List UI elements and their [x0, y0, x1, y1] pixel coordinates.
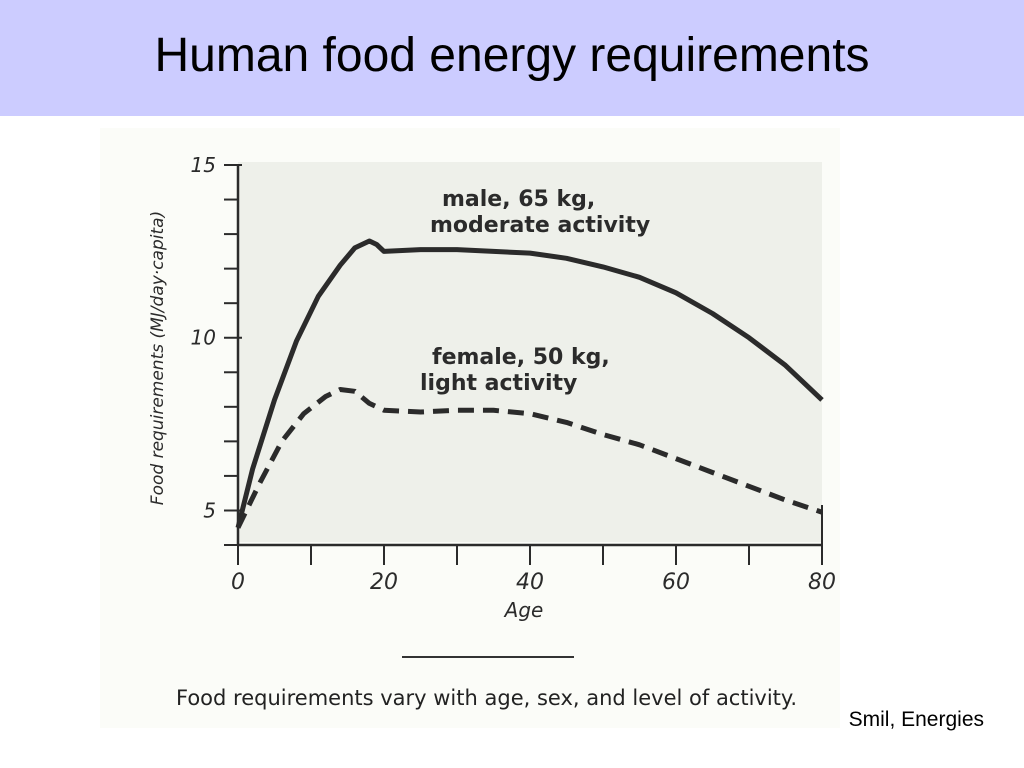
figure-caption: Food requirements vary with age, sex, an…	[176, 686, 798, 710]
y-tick-label: 15	[191, 153, 216, 177]
series-label-male: moderate activity	[430, 213, 650, 238]
series-line-male	[235, 238, 824, 529]
y-tick-label: 5	[203, 498, 216, 522]
x-tick-label: 60	[662, 570, 690, 595]
source-credit: Smil, Energies	[848, 708, 984, 731]
x-tick-label: 40	[516, 570, 544, 595]
x-tick-label: 0	[231, 570, 245, 595]
y-axis-title: Food requirements (MJ/day·capita)	[148, 211, 168, 505]
title-bar	[0, 0, 1024, 116]
series-label-female: female, 50 kg,	[432, 345, 610, 370]
x-tick-label: 20	[370, 570, 398, 595]
y-tick-label: 10	[191, 326, 216, 350]
x-tick-label: 80	[808, 570, 836, 595]
series-line-female	[235, 387, 823, 529]
series-label-male: male, 65 kg,	[442, 187, 595, 212]
caption-rule	[402, 656, 574, 658]
slide-title: Human food energy requirements	[154, 29, 870, 82]
x-axis-title: Age	[503, 598, 544, 622]
series-label-female: light activity	[420, 371, 577, 396]
